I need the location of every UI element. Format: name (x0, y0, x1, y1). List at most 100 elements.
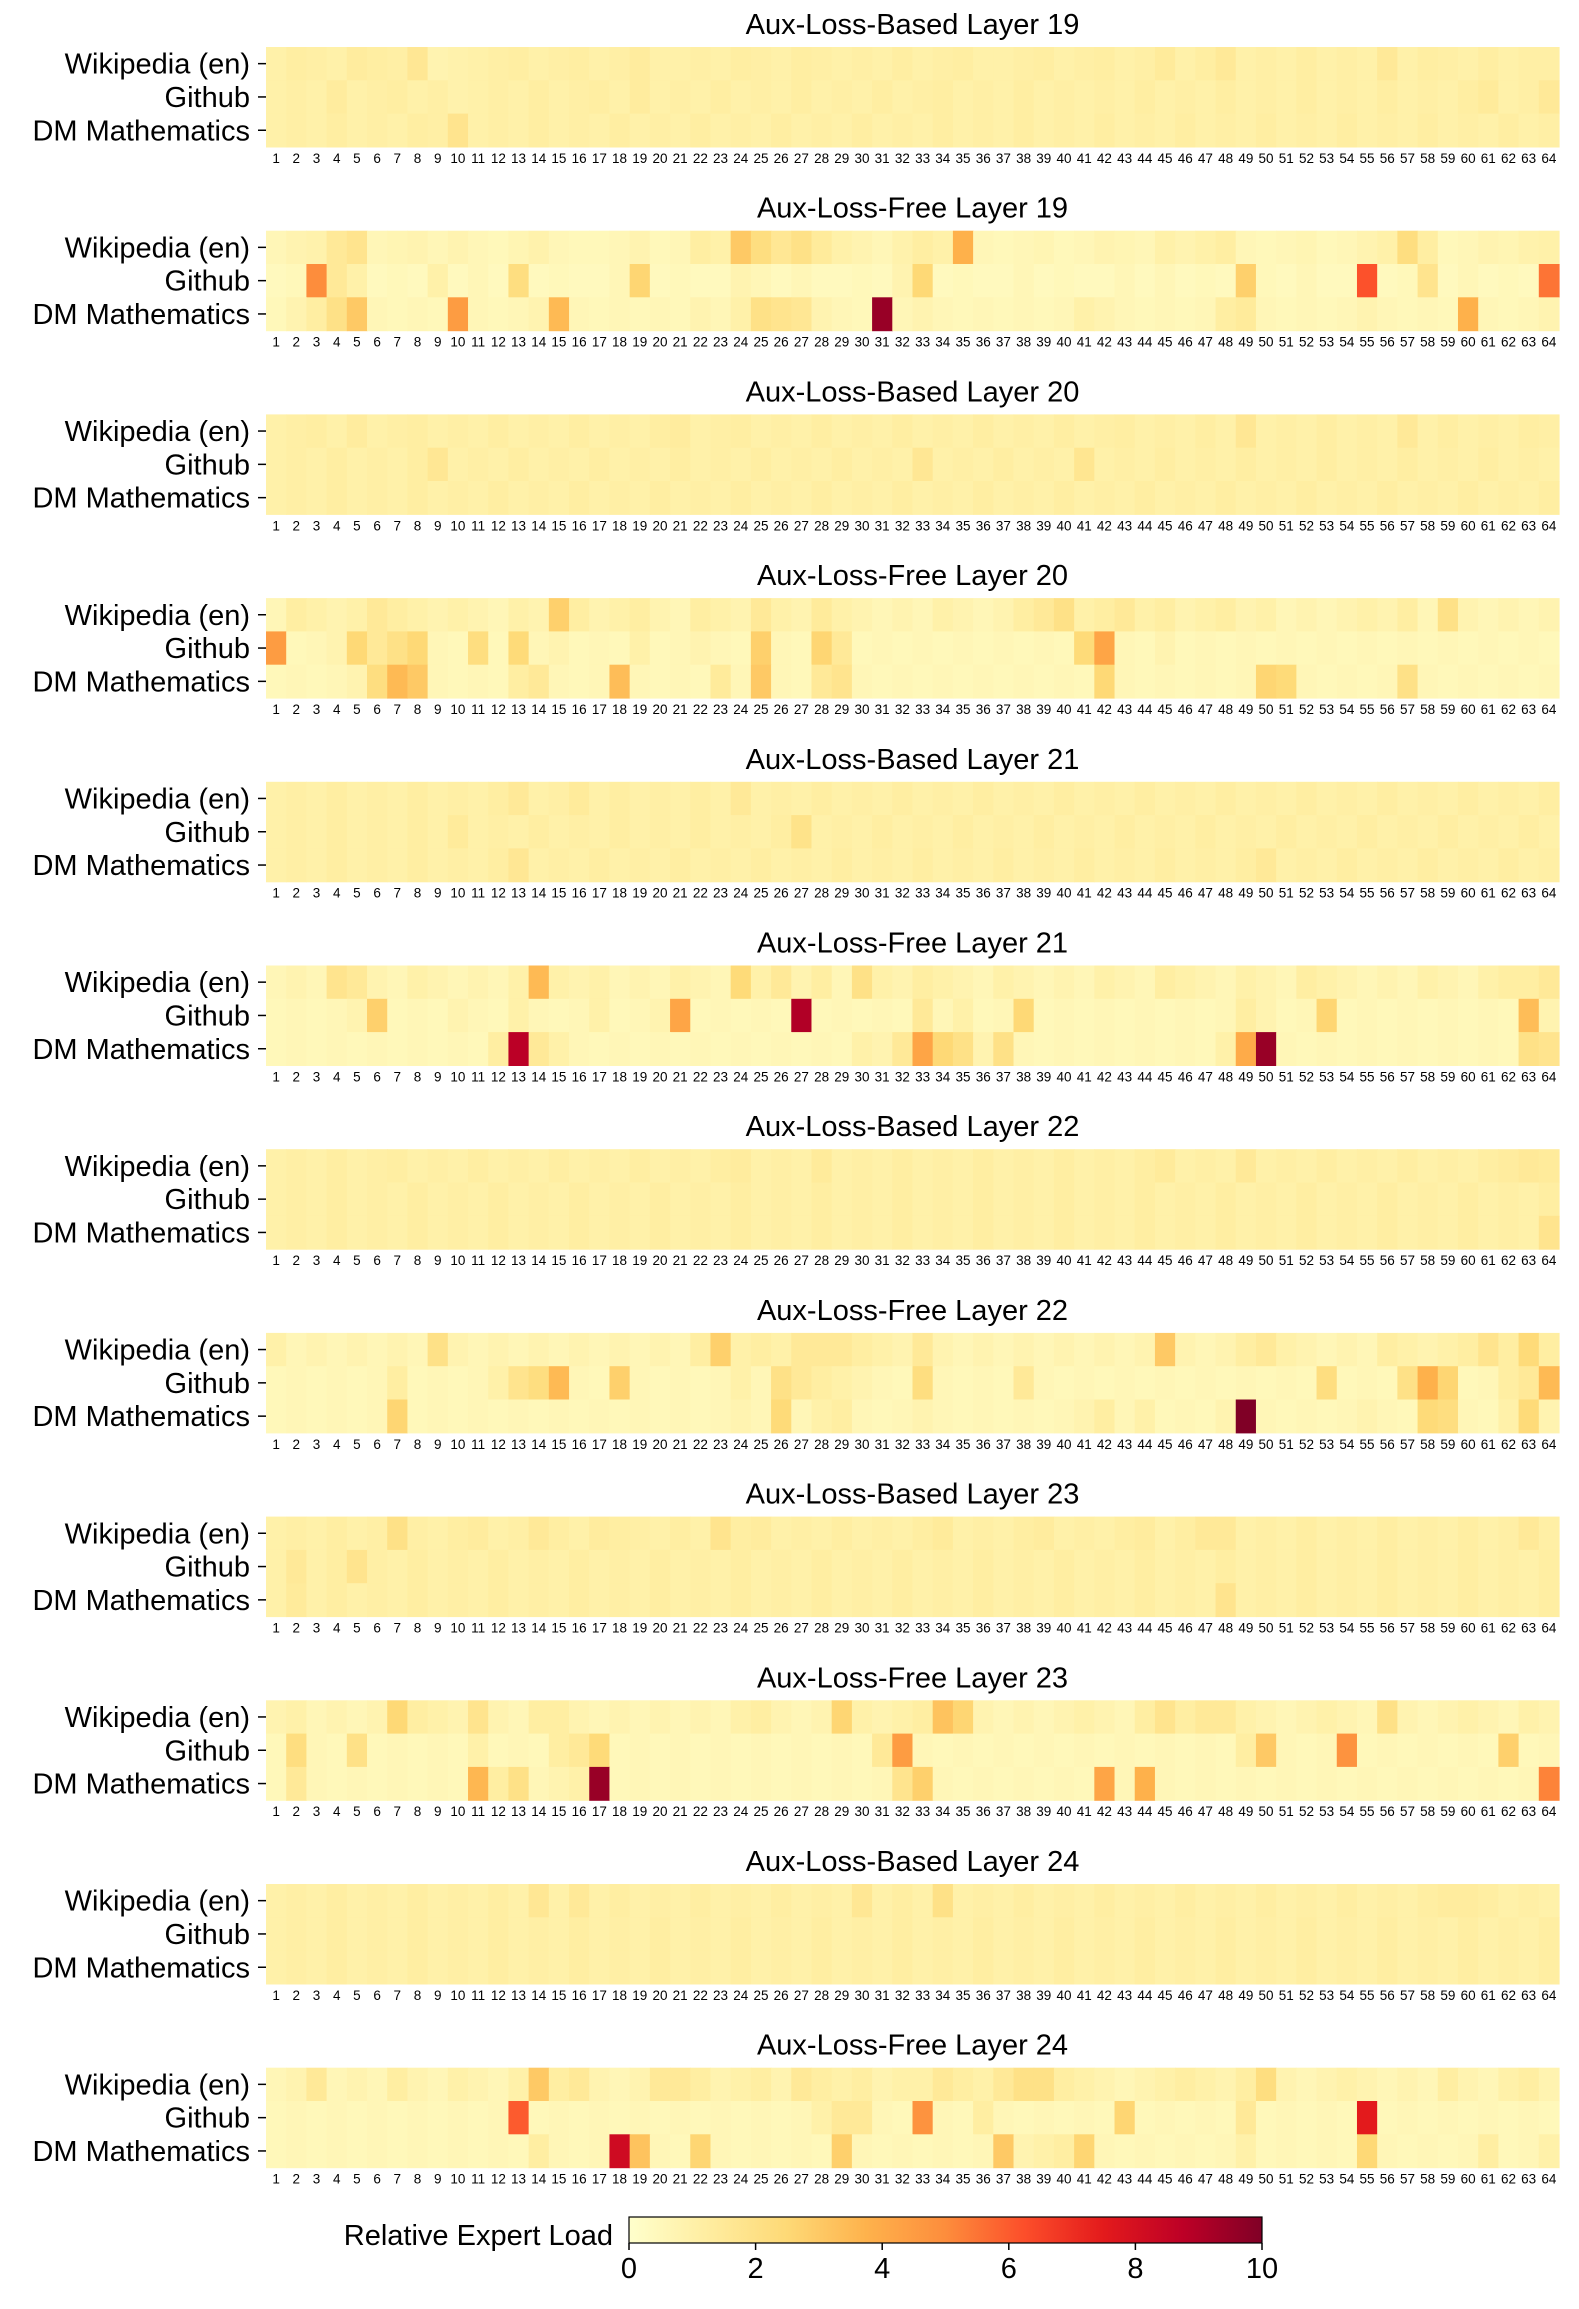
heatmap-cell (750, 1884, 772, 1918)
heatmap-cell (589, 1700, 611, 1735)
x-tick-label: 59 (1440, 1069, 1455, 1084)
x-tick-label: 57 (1400, 1069, 1415, 1084)
x-tick-label: 14 (531, 1253, 547, 1268)
row-label: DM Mathematics (32, 666, 250, 698)
heatmap-cell (932, 1700, 954, 1735)
heatmap-cell (892, 815, 914, 849)
heatmap-cell (1518, 1332, 1540, 1367)
heatmap-cell (407, 1733, 429, 1768)
heatmap-cell (407, 414, 429, 449)
heatmap-cell (1377, 848, 1398, 883)
heatmap-cell (1053, 1182, 1075, 1217)
heatmap-cell (1134, 1733, 1156, 1768)
heatmap-cell (346, 1399, 368, 1434)
heatmap-cell (387, 47, 409, 81)
heatmap-cell (629, 414, 651, 449)
heatmap-cell (1195, 1032, 1217, 1066)
heatmap-cell (407, 2101, 429, 2135)
heatmap-cell (1377, 1733, 1398, 1768)
heatmap-cell (710, 1549, 732, 1584)
heatmap-cell (1276, 631, 1297, 666)
x-tick-label: 3 (313, 1069, 321, 1084)
x-tick-label: 17 (592, 1621, 607, 1636)
x-tick-label: 63 (1521, 518, 1536, 533)
heatmap-cell (1377, 631, 1398, 666)
heatmap-cell (589, 80, 611, 115)
heatmap-cell (1437, 598, 1459, 632)
heatmap-cell (1255, 1884, 1277, 1918)
heatmap-cell (468, 264, 489, 298)
heatmap-cell (710, 998, 732, 1033)
heatmap-cell (488, 1215, 510, 1250)
heatmap-cell (892, 447, 914, 482)
heatmap-cell (811, 598, 833, 632)
heatmap-cell (548, 1700, 570, 1735)
heatmap-cell (1417, 2134, 1439, 2169)
x-tick-label: 18 (612, 1804, 627, 1819)
heatmap-cell (1175, 2134, 1196, 2169)
colorbar-tick-label: 8 (1127, 2253, 1143, 2285)
heatmap-cell (710, 1733, 732, 1768)
x-tick-label: 56 (1380, 886, 1395, 901)
heatmap-cell (589, 1366, 611, 1401)
heatmap-cell (932, 631, 954, 666)
x-tick-label: 54 (1339, 335, 1355, 350)
heatmap-cell (1336, 1332, 1358, 1367)
heatmap-cell (1195, 2067, 1217, 2102)
x-tick-label: 16 (572, 1069, 587, 1084)
heatmap-cell (1498, 1917, 1520, 1952)
heatmap-cell (811, 664, 833, 699)
heatmap-cell (670, 264, 691, 298)
heatmap-cell (528, 113, 550, 148)
heatmap-cell (952, 297, 974, 332)
heatmap-cell (771, 481, 792, 515)
heatmap-cell (367, 1215, 388, 1250)
heatmap-cell (468, 1182, 489, 1217)
heatmap-cell (670, 1950, 691, 1985)
heatmap-cell (1377, 664, 1398, 699)
heatmap-cell (892, 80, 914, 115)
heatmap-cell (1316, 1149, 1338, 1184)
x-tick-label: 41 (1077, 1253, 1092, 1268)
heatmap-cell (266, 1766, 287, 1801)
heatmap-cell (1074, 1549, 1095, 1584)
heatmap-cell (932, 113, 954, 148)
heatmap-cell (872, 1583, 893, 1618)
x-tick-label: 5 (353, 702, 361, 717)
heatmap-cell (1134, 1516, 1156, 1551)
heatmap-cell (1437, 848, 1459, 883)
heatmap-cell (468, 848, 489, 883)
x-tick-label: 6 (373, 1069, 381, 1084)
heatmap-cell (1013, 2134, 1035, 2169)
heatmap-cell (1094, 264, 1116, 298)
heatmap-cell (1235, 848, 1257, 883)
heatmap-cell (1134, 1884, 1156, 1918)
heatmap-cell (427, 1549, 449, 1584)
heatmap-cell (629, 848, 651, 883)
heatmap-cell (831, 1733, 853, 1768)
heatmap-cell (1255, 2134, 1277, 2169)
heatmap-cell (811, 1766, 833, 1801)
heatmap-cell (629, 598, 651, 632)
heatmap-cell (872, 848, 893, 883)
heatmap-cell (326, 1182, 348, 1217)
x-tick-label: 20 (652, 335, 667, 350)
x-tick-label: 48 (1218, 518, 1233, 533)
heatmap-cell (892, 1215, 914, 1250)
heatmap-cell (589, 1516, 611, 1551)
heatmap-cell (1154, 447, 1176, 482)
heatmap-cell (851, 631, 873, 666)
heatmap-cell (488, 1700, 510, 1735)
x-tick-label: 61 (1481, 1069, 1496, 1084)
x-tick-label: 1 (272, 886, 280, 901)
heatmap-cell (1255, 848, 1277, 883)
heatmap-cell (548, 113, 570, 148)
heatmap-cell (1276, 297, 1297, 332)
heatmap-cell (710, 481, 732, 515)
heatmap-cell (387, 2134, 409, 2169)
x-tick-label: 30 (854, 2172, 869, 2187)
heatmap-cell (306, 664, 328, 699)
heatmap-cell (387, 2101, 409, 2135)
heatmap-cell (1033, 815, 1055, 849)
x-tick-label: 59 (1440, 1621, 1455, 1636)
